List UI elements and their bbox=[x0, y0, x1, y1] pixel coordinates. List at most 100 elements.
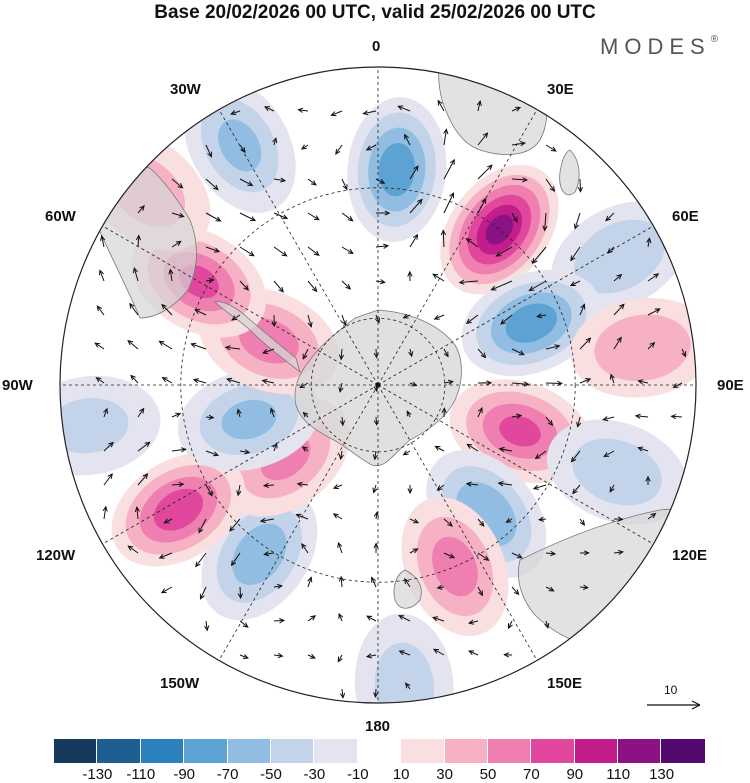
wind-vector bbox=[637, 446, 649, 452]
legend-swatch bbox=[357, 739, 402, 763]
wind-vector bbox=[432, 616, 445, 622]
legend-swatch bbox=[97, 739, 141, 763]
meridian-line bbox=[377, 384, 654, 545]
wind-vector bbox=[544, 620, 550, 630]
legend-tick-label: 110 bbox=[606, 766, 631, 783]
wind-vector bbox=[477, 197, 487, 214]
wind-vector bbox=[647, 308, 661, 316]
wind-vector bbox=[341, 212, 354, 222]
legend-swatch bbox=[487, 739, 532, 763]
wind-vector bbox=[647, 341, 656, 350]
wind-vector bbox=[443, 158, 455, 180]
wind-vector bbox=[230, 110, 241, 116]
wind-vector bbox=[511, 141, 527, 147]
wind-vector bbox=[239, 212, 257, 221]
wind-vector bbox=[137, 441, 151, 452]
wind-vector bbox=[511, 381, 530, 387]
wind-vector bbox=[273, 652, 284, 659]
wind-vector bbox=[158, 552, 173, 559]
wind-vector bbox=[273, 618, 286, 624]
wind-vector bbox=[443, 348, 449, 358]
wind-vector bbox=[576, 416, 582, 428]
wind-vector bbox=[339, 688, 346, 699]
lon-label-0: 0 bbox=[372, 38, 381, 55]
wind-vector bbox=[94, 342, 105, 350]
wind-vector bbox=[205, 246, 221, 253]
wind-vector bbox=[545, 344, 561, 350]
wind-vector bbox=[103, 441, 114, 452]
south-pole-marker bbox=[375, 382, 381, 388]
wind-vector bbox=[409, 198, 423, 214]
wind-vector bbox=[531, 246, 547, 264]
wind-vector bbox=[130, 374, 139, 384]
wind-vector bbox=[402, 450, 411, 456]
wind-vector bbox=[270, 407, 275, 418]
wind-vector bbox=[273, 177, 287, 183]
wind-vector bbox=[239, 144, 246, 154]
anomaly-contour bbox=[60, 397, 129, 454]
wind-vector bbox=[271, 314, 277, 328]
wind-vector bbox=[158, 340, 173, 350]
wind-vector bbox=[398, 650, 411, 656]
wind-vector bbox=[647, 273, 660, 282]
wind-vector bbox=[132, 266, 139, 282]
reference-vector-value: 10 bbox=[664, 683, 678, 697]
legend-tick-label: -30 bbox=[303, 766, 326, 783]
wind-vector bbox=[160, 586, 173, 594]
wind-vector bbox=[467, 619, 479, 625]
color-legend bbox=[54, 739, 705, 763]
wind-vector bbox=[373, 688, 379, 699]
wind-vector bbox=[681, 348, 687, 358]
legend-tick-label: -110 bbox=[126, 766, 156, 783]
wind-vector bbox=[443, 128, 449, 146]
wind-vector bbox=[602, 416, 615, 422]
wind-vector bbox=[137, 407, 145, 418]
wind-vector bbox=[263, 106, 275, 112]
wind-vector bbox=[613, 303, 625, 316]
wind-vector bbox=[297, 107, 309, 113]
wind-vector bbox=[441, 407, 447, 418]
wind-vector bbox=[134, 506, 140, 520]
anomaly-contour bbox=[485, 214, 514, 245]
anomaly-contour bbox=[574, 219, 665, 294]
wind-vector bbox=[339, 416, 346, 427]
brand-name: MODES bbox=[600, 34, 711, 59]
wind-vector bbox=[239, 280, 249, 291]
wind-vector bbox=[508, 620, 513, 630]
anomaly-contour bbox=[499, 415, 541, 447]
wind-vector bbox=[373, 542, 379, 554]
wind-vector bbox=[466, 443, 479, 452]
meridian-line bbox=[102, 384, 379, 545]
wind-vector bbox=[458, 279, 479, 285]
wind-vector bbox=[407, 270, 413, 282]
legend-tick-label: 10 bbox=[392, 766, 410, 783]
wind-vector bbox=[613, 549, 625, 556]
wind-vector bbox=[511, 177, 529, 183]
wind-vector bbox=[239, 449, 251, 455]
wind-vector bbox=[372, 484, 378, 494]
wind-vector bbox=[194, 309, 207, 316]
wind-vector bbox=[301, 542, 309, 554]
wind-vector bbox=[477, 132, 489, 146]
legend-tick-label: 90 bbox=[566, 766, 584, 783]
wind-vector bbox=[495, 246, 513, 257]
lon-label-30w: 30W bbox=[170, 81, 201, 98]
wind-vector bbox=[129, 302, 139, 316]
wind-vector bbox=[609, 373, 615, 384]
wind-vector bbox=[477, 586, 483, 597]
wind-vector bbox=[579, 378, 592, 384]
wind-vector bbox=[497, 481, 513, 487]
map-boundary bbox=[59, 66, 697, 704]
wind-vector bbox=[607, 246, 615, 254]
wind-vector bbox=[534, 450, 547, 460]
wind-vector bbox=[205, 414, 215, 420]
wind-vector bbox=[168, 268, 174, 282]
wind-vector bbox=[511, 348, 525, 356]
wind-vector bbox=[307, 280, 318, 293]
wind-vector bbox=[545, 144, 557, 152]
wind-vector bbox=[375, 279, 386, 285]
legend-tick-label: 30 bbox=[436, 766, 453, 783]
lon-label-120w: 120W bbox=[36, 547, 76, 564]
wind-vector bbox=[205, 277, 215, 284]
wind-vector bbox=[375, 210, 391, 216]
